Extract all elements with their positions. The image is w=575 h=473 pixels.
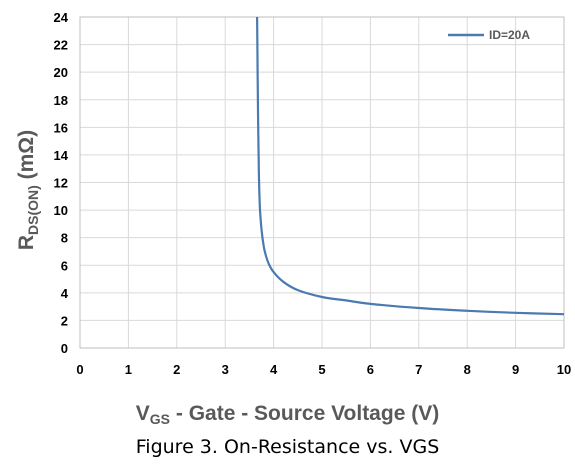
x-tick-label: 5 — [318, 362, 325, 377]
figure-caption: Figure 3. On-Resistance vs. VGS — [135, 436, 440, 458]
series-line-id-20a — [256, 16, 565, 316]
x-tick-label: 2 — [173, 362, 180, 377]
y-tick-label: 18 — [54, 93, 68, 108]
legend: ID=20A — [448, 28, 530, 42]
x-tick-label: 10 — [557, 362, 571, 377]
x-tick-label: 8 — [464, 362, 471, 377]
x-tick-label: 0 — [76, 362, 83, 377]
y-tick-label: 6 — [61, 258, 68, 273]
x-tick-labels: 0 1 2 3 4 5 6 7 8 9 10 — [76, 362, 571, 377]
x-tick-label: 9 — [512, 362, 519, 377]
x-tick-label: 4 — [270, 362, 278, 377]
x-tick-label: 1 — [125, 362, 132, 377]
y-tick-label: 20 — [54, 65, 68, 80]
x-tick-label: 3 — [222, 362, 229, 377]
y-tick-label: 2 — [61, 313, 68, 328]
y-tick-label: 8 — [61, 231, 68, 246]
x-tick-label: 7 — [415, 362, 422, 377]
grid-lines — [79, 16, 565, 349]
x-axis-label: VGS - Gate - Source Voltage (V) — [135, 402, 440, 427]
y-tick-label: 4 — [61, 286, 69, 301]
y-tick-label: 24 — [54, 10, 69, 25]
plot-area — [79, 16, 565, 349]
y-axis-label: RDS(ON) (mΩ) — [15, 130, 41, 250]
y-tick-label: 16 — [54, 120, 68, 135]
x-tick-label: 6 — [367, 362, 374, 377]
legend-label: ID=20A — [489, 28, 530, 42]
y-tick-label: 22 — [54, 38, 68, 53]
y-tick-label: 12 — [54, 176, 68, 191]
y-tick-label: 10 — [54, 203, 68, 218]
y-tick-label: 0 — [61, 341, 68, 356]
y-tick-label: 14 — [54, 148, 69, 163]
